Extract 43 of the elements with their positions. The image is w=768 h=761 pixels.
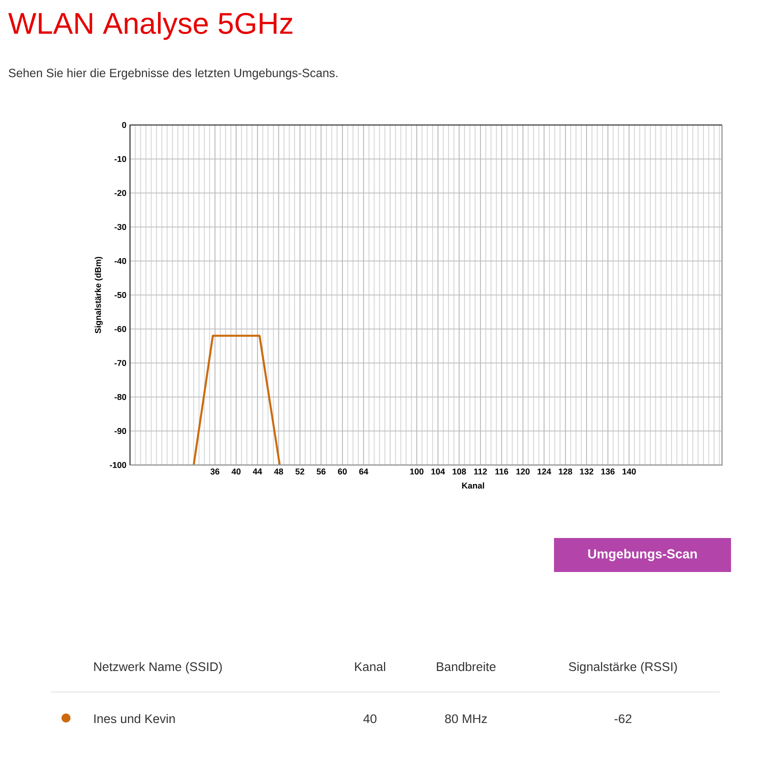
x-tick-label: 116 [495,468,508,475]
x-tick-label: 104 [431,468,445,475]
text: Umgebungs-Scan [588,548,697,562]
y-tick-label: -90 [114,428,126,434]
y-tick-label: -10 [114,156,126,162]
text: 80 MHz [445,714,487,724]
x-tick-label: 112 [474,468,487,474]
text: Signalstärke (RSSI) [568,662,677,674]
x-axis-title: Kanal [462,482,484,489]
x-tick-label: 36 [210,468,220,475]
text: -62 [614,714,632,724]
text: Netzwerk Name (SSID) [94,662,222,674]
x-tick-label: 44 [252,468,262,474]
text: Kanal [355,662,386,672]
text: Bandbreite [436,662,496,672]
chart-title: WLAN Analyse 5GHz [8,12,292,40]
x-tick-label: 48 [274,468,284,475]
y-tick-label: -60 [114,326,126,332]
legend-label: Ines und Kevin [94,714,175,724]
y-axis-title: Signalstärke (dBm) [94,256,103,334]
x-tick-label: 124 [538,468,552,474]
x-tick-label: 60 [338,468,347,475]
y-tick-label: -100 [110,462,126,468]
y-tick-label: -50 [114,292,126,298]
x-tick-label: 56 [316,468,326,475]
y-tick-label: -20 [114,190,126,196]
x-tick-label: 100 [410,468,424,475]
y-tick-label: 0 [122,122,126,128]
x-tick-label: 52 [295,468,304,475]
chart-subtitle: Sehen Sie hier die Ergebnisse des letzten Umgebungs-Scans. [8,68,338,80]
y-tick-label: -80 [114,394,126,400]
x-tick-label: 140 [622,468,636,475]
x-tick-label: 108 [452,468,466,475]
x-tick-label: 40 [232,468,241,475]
x-tick-label: 128 [558,468,572,475]
x-tick-label: 64 [359,468,368,475]
x-tick-label: 120 [516,468,530,475]
y-tick-label: -40 [114,258,126,264]
text: 40 [363,714,376,724]
y-tick-label: -70 [114,360,126,366]
x-tick-label: 132 [580,468,594,475]
y-tick-label: -30 [114,224,126,230]
x-tick-label: 136 [601,468,615,475]
